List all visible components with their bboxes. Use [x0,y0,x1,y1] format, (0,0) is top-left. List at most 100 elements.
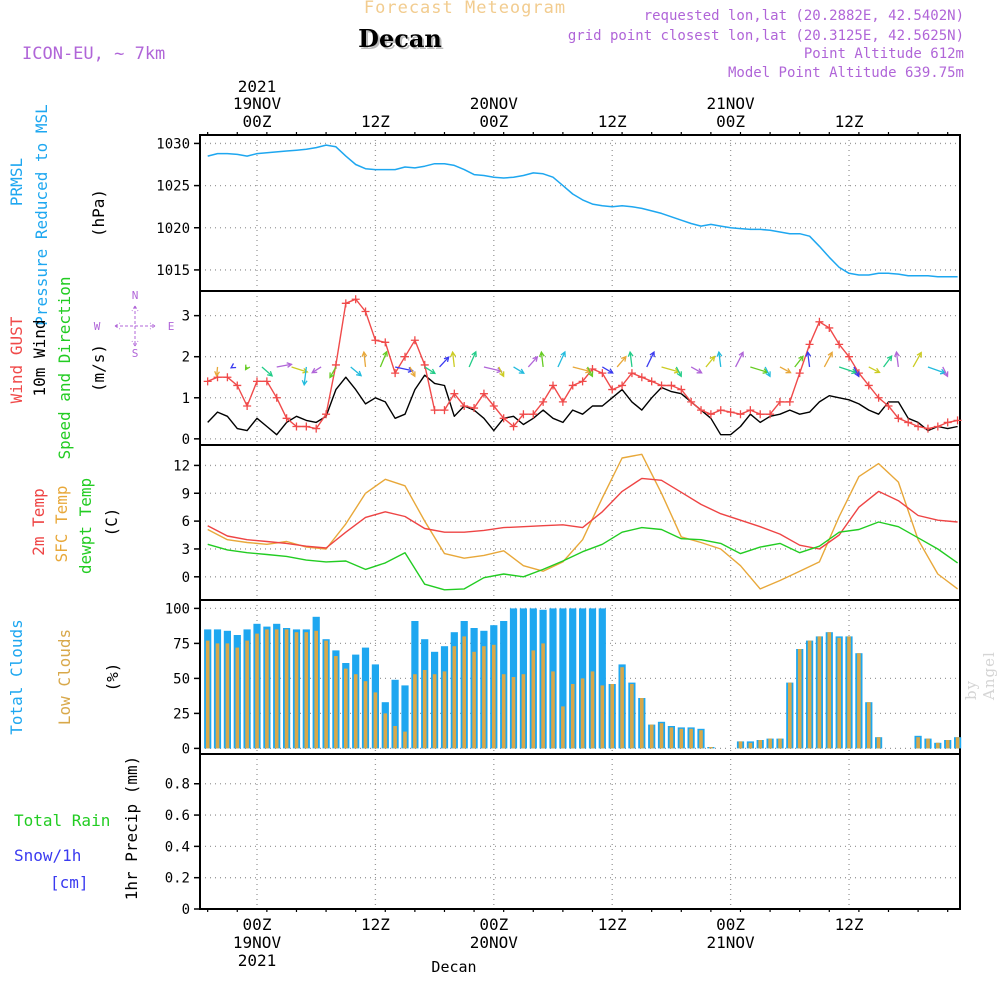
wind-direction-arrow [794,355,804,368]
low-cloud-bar [373,692,378,749]
wind-direction-arrowhead [329,372,335,379]
low-cloud-bar [403,731,407,749]
wind-ytick-label: 3 [182,309,190,325]
low-cloud-bar [640,698,644,749]
clouds-label-low: Low Clouds [55,629,74,725]
bottom-axis-date: 20NOV [470,933,519,952]
wind-gust-marker [766,410,775,419]
low-cloud-bar [422,670,427,749]
low-cloud-bar [462,636,466,749]
top-axis-time: 00Z [243,112,272,131]
low-cloud-bar [945,740,950,749]
low-cloud-bar [955,737,960,749]
wind-direction-arrowhead [886,355,893,362]
wind-direction-arrow [718,352,722,368]
temp-label-dewpt: dewpt Temp [76,478,95,574]
low-cloud-bar [492,644,496,749]
temperature-ytick-label: 9 [182,486,190,502]
compass-south: S [132,347,139,360]
wind-direction-arrow [216,366,219,376]
wind-gust-marker [825,323,834,332]
wind-direction-arrowhead [696,368,703,374]
wind-direction-arrowhead [939,368,947,375]
wind-gust-marker [627,369,636,378]
wind-direction-arrowhead [943,371,949,378]
wind-direction-arrow [942,366,949,377]
top-axis-time: 00Z [716,112,745,131]
low-cloud-bar [916,737,920,749]
low-cloud-bar [442,671,447,749]
wind-direction-arrow [468,351,477,368]
bottom-axis-date: 19NOV [233,933,282,952]
wind-direction-arrow [572,366,591,373]
wind-direction-arrow [734,351,744,368]
wind-label-10m: 10m Wind [30,319,49,396]
wind-direction-arrowhead [854,371,860,378]
temp-label-2m: 2m Temp [29,488,48,555]
temp-unit: (C) [102,508,121,537]
wind-gust-marker [598,369,607,378]
low-cloud-bar [679,728,684,749]
compass-rose [114,305,156,347]
wind-gust-marker [401,352,410,361]
precip-ytick-label: 0.4 [165,839,190,855]
wind-direction-arrow [409,366,416,377]
wind-gust-marker [272,393,281,402]
wind-direction-arrow [675,366,682,377]
wind-direction-arrowhead [361,350,368,357]
low-cloud-bar [432,674,437,749]
wind-direction-arrowhead [429,368,437,375]
wind-gust-marker [874,393,883,402]
wind-gust-marker [529,410,538,419]
wind-gust-marker [756,410,765,419]
wind-gust-marker [253,377,261,386]
wind-direction-arrowhead [560,350,566,358]
low-cloud-bar [561,706,565,749]
low-cloud-bar [689,728,693,749]
model-point-altitude: Model Point Altitude 639.75m [727,65,964,81]
pressure-ytick-label: 1015 [156,263,190,279]
wind-direction-arrow [303,366,307,385]
wind-gust-marker [835,340,844,349]
wind-gust-marker [509,422,518,431]
top-axis-time: 12Z [361,112,390,131]
wind-gust-marker [282,414,291,423]
wind-direction-arrow [498,366,505,377]
low-cloud-bar [768,738,772,749]
low-cloud-bar [393,726,397,749]
wind-ytick-label: 1 [182,391,190,407]
bottom-axis-time: 00Z [243,915,272,934]
pressure-ytick-label: 1020 [156,221,190,237]
requested-coordinates: requested lon,lat (20.2882E, 42.5402N) [643,8,964,24]
precip-ytick-label: 0.6 [165,808,190,824]
low-cloud-bar [926,738,930,749]
temperature-ytick-label: 0 [182,570,190,586]
wind-direction-arrow [779,366,791,374]
wind-label-direction: Speed and Direction [55,276,74,459]
wind-gust-marker [549,381,558,390]
bottom-axis-year: 2021 [238,951,277,970]
wind-gust-marker [933,422,942,431]
point-altitude: Point Altitude 612m [803,46,964,62]
temperature-ytick-label: 6 [182,514,190,530]
low-cloud-bar [225,643,230,749]
wind-gust-marker [312,424,321,433]
low-cloud-bar [590,671,595,749]
wind-gust-marker [884,401,893,410]
low-cloud-bar [817,636,822,749]
wind-direction-arrow [483,366,502,372]
wind-direction-arrowhead [716,350,723,357]
low-cloud-bar [531,650,536,749]
wind-direction-arrow [912,352,922,368]
low-cloud-bar [235,647,240,749]
wind-gust-marker [687,397,696,406]
wind-direction-arrowhead [676,371,682,378]
wind-direction-arrow [439,356,450,368]
wind-gust-marker [795,369,804,378]
total-cloud-bar [391,679,399,749]
wind-gust-marker [845,352,854,361]
wind-direction-arrowhead [916,351,922,358]
wind-direction-arrowhead [649,350,655,358]
precip-frame [199,753,961,910]
